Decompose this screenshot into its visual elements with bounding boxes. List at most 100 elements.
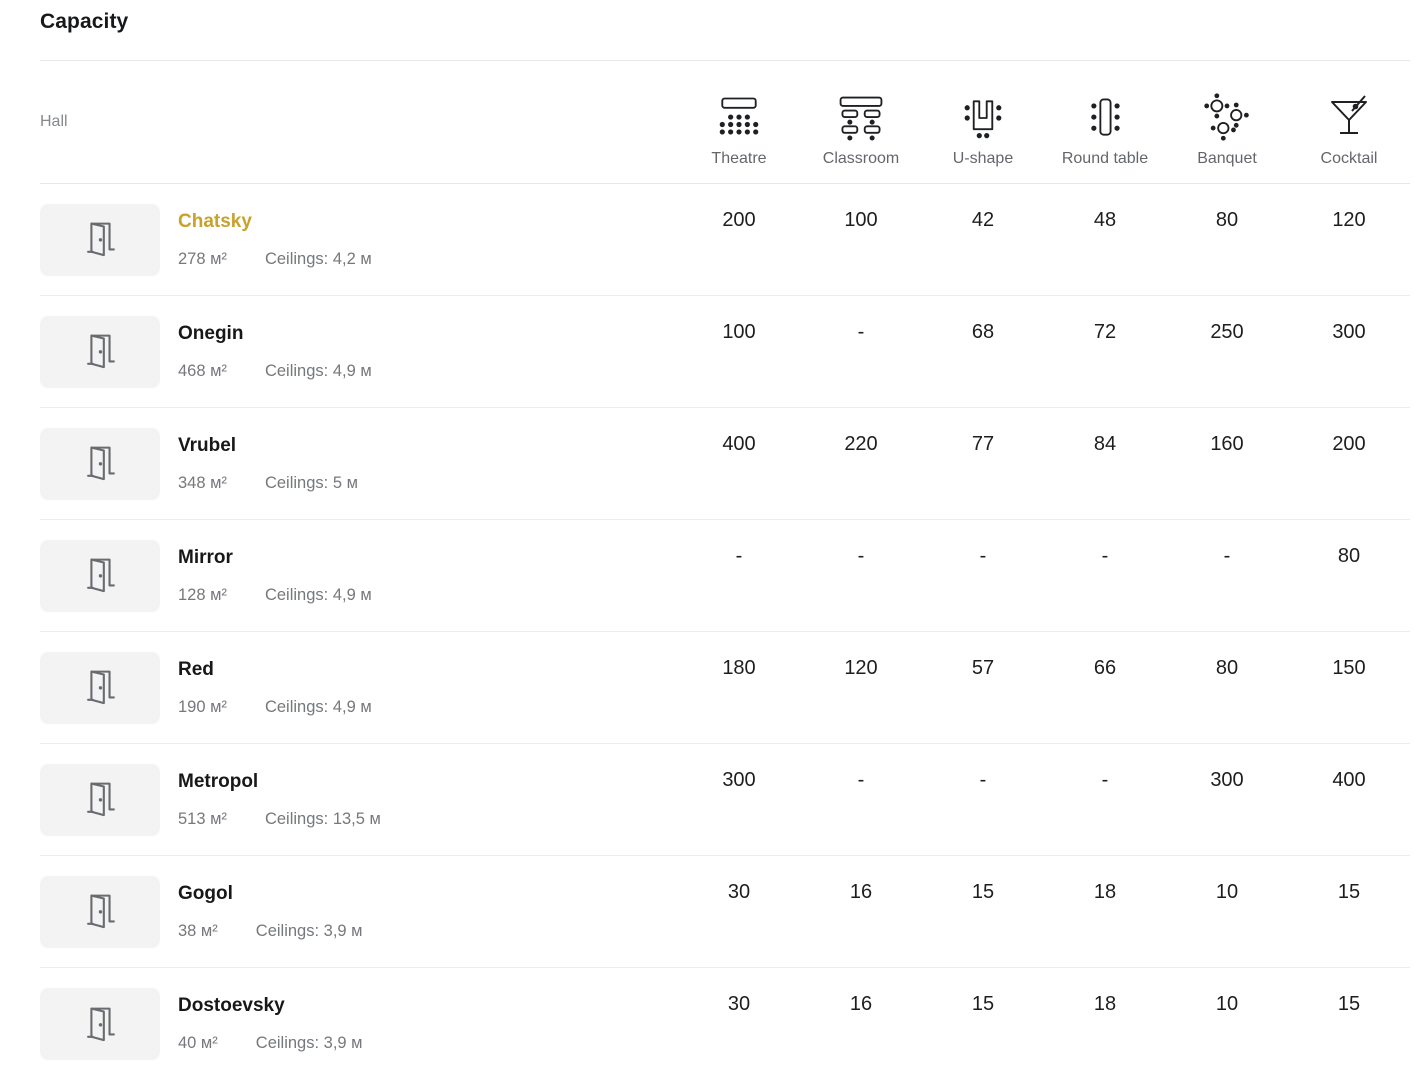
- column-label: Theatre: [711, 150, 767, 167]
- capacity-cell: 77: [971, 433, 995, 455]
- hall-thumbnail: [40, 315, 160, 388]
- table-row[interactable]: Gogol 38 м² Ceilings: 3,9 м 30 16 15 18 …: [40, 856, 1410, 968]
- capacity-cell: 15: [971, 881, 995, 903]
- capacity-cell: 66: [1093, 657, 1117, 679]
- capacity-cell: 400: [1332, 769, 1366, 791]
- door-icon: [79, 775, 121, 824]
- capacity-cell: -: [857, 321, 865, 343]
- capacity-cell: 300: [1332, 321, 1366, 343]
- hall-name[interactable]: Mirror: [178, 546, 233, 568]
- capacity-cell: 10: [1215, 993, 1239, 1015]
- column-label: U-shape: [952, 150, 1014, 167]
- table-row[interactable]: Metropol 513 м² Ceilings: 13,5 м 300 - -…: [40, 744, 1410, 856]
- table-row[interactable]: Onegin 468 м² Ceilings: 4,9 м 100 - 68 7…: [40, 296, 1410, 408]
- hall-name[interactable]: Onegin: [178, 322, 244, 344]
- capacity-cell: 400: [722, 433, 756, 455]
- capacity-cell: 18: [1093, 881, 1117, 903]
- table-row[interactable]: Chatsky 278 м² Ceilings: 4,2 м 200 100 4…: [40, 184, 1410, 296]
- capacity-cell: -: [979, 545, 987, 567]
- capacity-cell: 120: [844, 657, 878, 679]
- hall-thumbnail: [40, 875, 160, 948]
- classroom-icon: [835, 93, 887, 141]
- hall-thumbnail: [40, 427, 160, 500]
- hall-area: 513 м²: [178, 809, 227, 828]
- capacity-cell: 160: [1210, 433, 1244, 455]
- capacity-cell: -: [1101, 545, 1109, 567]
- hall-name[interactable]: Dostoevsky: [178, 995, 285, 1016]
- hall-ceilings: Ceilings: 5 м: [264, 473, 358, 492]
- door-icon: [79, 327, 121, 376]
- hall-area: 128 м²: [178, 585, 227, 604]
- capacity-cell: 15: [1337, 993, 1361, 1015]
- hall-text: Gogol 38 м² Ceilings: 3,9 м: [178, 882, 363, 942]
- hall-text: Chatsky 278 м² Ceilings: 4,2 м: [178, 210, 372, 270]
- capacity-cell: 200: [722, 209, 756, 231]
- hall-cell: Metropol 513 м² Ceilings: 13,5 м: [40, 744, 678, 855]
- capacity-cell: 300: [722, 769, 756, 791]
- hall-name[interactable]: Vrubel: [178, 434, 237, 456]
- capacity-cell: 16: [849, 881, 873, 903]
- capacity-cell: -: [1223, 545, 1231, 567]
- hall-area: 278 м²: [178, 249, 227, 268]
- hall-name[interactable]: Gogol: [178, 882, 233, 904]
- hall-ceilings: Ceilings: 13,5 м: [264, 809, 381, 828]
- capacity-cell: 30: [727, 881, 751, 903]
- capacity-cell: -: [735, 545, 743, 567]
- column-header-u-shape: U-shape: [922, 61, 1044, 183]
- table-row[interactable]: Dostoevsky 40 м² Ceilings: 3,9 м 30 16 1…: [40, 968, 1410, 1080]
- door-icon: [79, 215, 121, 264]
- column-header-cocktail: Cocktail: [1288, 61, 1410, 183]
- hall-cell: Mirror 128 м² Ceilings: 4,9 м: [40, 520, 678, 631]
- hall-ceilings: Ceilings: 4,9 м: [264, 697, 372, 716]
- banquet-icon: [1201, 93, 1253, 141]
- capacity-cell: -: [857, 545, 865, 567]
- hall-area: 38 м²: [178, 921, 218, 940]
- capacity-cell: 57: [971, 657, 995, 679]
- hall-name[interactable]: Red: [178, 658, 214, 680]
- hall-details: 348 м² Ceilings: 5 м: [178, 472, 358, 494]
- table-row[interactable]: Red 190 м² Ceilings: 4,9 м 180 120 57 66…: [40, 632, 1410, 744]
- capacity-cell: 80: [1215, 209, 1239, 231]
- hall-column-header: Hall: [40, 113, 68, 130]
- table-body: Chatsky 278 м² Ceilings: 4,2 м 200 100 4…: [40, 184, 1410, 1080]
- hall-name[interactable]: Metropol: [178, 770, 259, 792]
- u-shape-icon: [957, 93, 1009, 141]
- table-row[interactable]: Mirror 128 м² Ceilings: 4,9 м - - - - - …: [40, 520, 1410, 632]
- hall-details: 513 м² Ceilings: 13,5 м: [178, 808, 381, 830]
- door-icon: [79, 1000, 121, 1049]
- column-header-classroom: Classroom: [800, 61, 922, 183]
- hall-thumbnail: [40, 203, 160, 276]
- capacity-cell: 48: [1093, 209, 1117, 231]
- hall-details: 190 м² Ceilings: 4,9 м: [178, 696, 372, 718]
- capacity-cell: 200: [1332, 433, 1366, 455]
- hall-details: 468 м² Ceilings: 4,9 м: [178, 360, 372, 382]
- page-title: Capacity: [40, 10, 129, 33]
- capacity-cell: 300: [1210, 769, 1244, 791]
- hall-text: Mirror 128 м² Ceilings: 4,9 м: [178, 546, 372, 606]
- capacity-cell: 15: [1337, 881, 1361, 903]
- column-header-banquet: Banquet: [1166, 61, 1288, 183]
- table-row[interactable]: Vrubel 348 м² Ceilings: 5 м 400 220 77 8…: [40, 408, 1410, 520]
- hall-cell: Onegin 468 м² Ceilings: 4,9 м: [40, 296, 678, 407]
- hall-text: Vrubel 348 м² Ceilings: 5 м: [178, 434, 358, 494]
- capacity-cell: 150: [1332, 657, 1366, 679]
- hall-text: Dostoevsky 40 м² Ceilings: 3,9 м: [178, 994, 363, 1054]
- hall-details: 40 м² Ceilings: 3,9 м: [178, 1032, 363, 1054]
- hall-thumbnail: [40, 763, 160, 836]
- hall-thumbnail: [40, 539, 160, 612]
- hall-cell: Gogol 38 м² Ceilings: 3,9 м: [40, 856, 678, 967]
- column-header-theatre: Theatre: [678, 61, 800, 183]
- capacity-cell: 100: [722, 321, 756, 343]
- hall-details: 278 м² Ceilings: 4,2 м: [178, 248, 372, 270]
- column-label: Banquet: [1197, 150, 1257, 167]
- door-icon: [79, 887, 121, 936]
- hall-ceilings: Ceilings: 4,9 м: [264, 361, 372, 380]
- hall-ceilings: Ceilings: 3,9 м: [255, 1034, 363, 1052]
- hall-name[interactable]: Chatsky: [178, 210, 252, 232]
- column-label: Round table: [1061, 150, 1149, 167]
- capacity-cell: 120: [1332, 209, 1366, 231]
- capacity-cell: 180: [722, 657, 756, 679]
- hall-cell: Dostoevsky 40 м² Ceilings: 3,9 м: [40, 968, 678, 1080]
- capacity-cell: 15: [971, 993, 995, 1015]
